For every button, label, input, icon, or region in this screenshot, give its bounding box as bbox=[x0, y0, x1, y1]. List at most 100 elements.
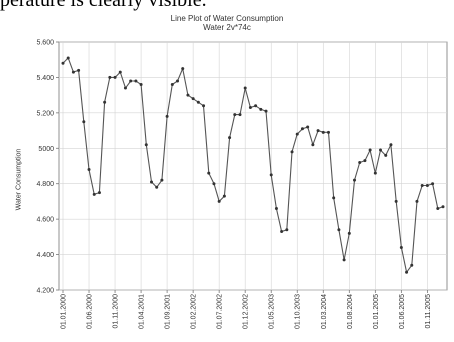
x-tick-label: 01.09.2001 bbox=[165, 294, 172, 329]
data-point bbox=[202, 104, 206, 108]
data-point bbox=[332, 196, 336, 200]
data-point bbox=[353, 178, 357, 182]
y-tick-label: 5.600 bbox=[36, 40, 54, 47]
y-tick-label: 4.600 bbox=[36, 217, 54, 224]
plot-area bbox=[58, 41, 448, 291]
data-point bbox=[82, 120, 86, 124]
data-point bbox=[233, 113, 237, 117]
x-tick-label: 01.06.2005 bbox=[399, 294, 406, 329]
document-text-fragment: perature is clearly visible. bbox=[0, 0, 207, 11]
data-point bbox=[186, 93, 190, 97]
data-point bbox=[160, 178, 164, 182]
data-point bbox=[405, 270, 409, 274]
data-point bbox=[222, 194, 226, 198]
x-tick-label: 01.01.2005 bbox=[373, 294, 380, 329]
data-point bbox=[326, 130, 330, 134]
y-tick-label: 5.400 bbox=[36, 75, 54, 82]
y-tick-label: 4.200 bbox=[36, 288, 54, 295]
data-point bbox=[274, 207, 278, 211]
data-point bbox=[61, 61, 65, 65]
data-point bbox=[368, 148, 372, 152]
data-point bbox=[92, 192, 96, 196]
data-point bbox=[66, 56, 70, 60]
data-point bbox=[394, 199, 398, 203]
y-tick-label: 5.200 bbox=[36, 110, 54, 117]
data-point bbox=[269, 173, 273, 177]
data-point bbox=[399, 245, 403, 249]
x-tick-label: 01.11.2005 bbox=[425, 294, 432, 329]
data-point bbox=[113, 75, 117, 79]
x-tick-label: 01.02.2002 bbox=[191, 294, 198, 329]
x-tick-label: 01.10.2003 bbox=[295, 294, 302, 329]
data-point bbox=[176, 79, 180, 83]
data-point bbox=[300, 127, 304, 131]
chart-title: Line Plot of Water Consumption bbox=[170, 14, 284, 23]
data-point bbox=[139, 83, 143, 87]
data-point bbox=[379, 148, 383, 152]
data-point bbox=[384, 153, 388, 157]
data-point bbox=[228, 136, 232, 140]
data-point bbox=[170, 83, 174, 87]
chart-subtitle: Water 2v*74c bbox=[203, 23, 251, 32]
data-point bbox=[196, 100, 200, 104]
x-tick-label: 01.12.2002 bbox=[243, 294, 250, 329]
x-tick-label: 01.01.2000 bbox=[61, 294, 68, 329]
data-point bbox=[264, 109, 268, 113]
data-point bbox=[436, 207, 440, 211]
data-point bbox=[280, 230, 284, 234]
x-tick-label: 01.03.2004 bbox=[321, 294, 328, 329]
y-tick-label: 4.800 bbox=[36, 181, 54, 188]
data-point bbox=[165, 114, 169, 118]
data-point bbox=[118, 70, 122, 74]
data-point bbox=[144, 143, 148, 147]
data-point bbox=[316, 129, 320, 133]
data-point bbox=[420, 183, 424, 187]
x-tick-label: 01.11.2000 bbox=[113, 294, 120, 329]
data-point bbox=[363, 159, 367, 163]
x-tick-label: 01.04.2001 bbox=[139, 294, 146, 329]
data-point bbox=[306, 125, 310, 129]
data-point bbox=[238, 113, 242, 117]
data-point bbox=[254, 104, 258, 108]
data-point bbox=[285, 228, 289, 232]
data-point bbox=[181, 67, 185, 71]
data-point bbox=[97, 191, 101, 195]
data-point bbox=[212, 182, 216, 186]
y-tick-label: 5000 bbox=[38, 146, 54, 153]
data-point bbox=[71, 70, 75, 74]
data-point bbox=[123, 86, 127, 90]
data-point bbox=[358, 160, 362, 164]
data-point bbox=[77, 68, 81, 72]
x-tick-label: 01.08.2004 bbox=[347, 294, 354, 329]
y-tick-label: 4.400 bbox=[36, 252, 54, 259]
data-point bbox=[134, 79, 138, 83]
data-point bbox=[290, 150, 294, 154]
data-point bbox=[441, 205, 445, 209]
data-point bbox=[337, 228, 341, 232]
x-tick-label: 01.05.2003 bbox=[269, 294, 276, 329]
data-point bbox=[217, 199, 221, 203]
data-point bbox=[321, 130, 325, 134]
data-point bbox=[347, 231, 351, 235]
data-point bbox=[373, 171, 377, 175]
data-point bbox=[415, 199, 419, 203]
data-point bbox=[431, 182, 435, 186]
x-tick-label: 01.07.2002 bbox=[217, 294, 224, 329]
data-point bbox=[129, 79, 133, 83]
data-point bbox=[248, 106, 252, 110]
data-point bbox=[295, 132, 299, 136]
data-point bbox=[191, 97, 195, 101]
data-point bbox=[103, 100, 107, 104]
x-tick-label: 01.06.2000 bbox=[87, 294, 94, 329]
data-point bbox=[149, 180, 153, 184]
data-point bbox=[87, 168, 91, 172]
data-point bbox=[259, 107, 263, 111]
data-point bbox=[155, 185, 159, 189]
data-point bbox=[410, 263, 414, 267]
data-point bbox=[207, 171, 211, 175]
data-point bbox=[108, 75, 112, 79]
data-point bbox=[243, 86, 247, 90]
data-point bbox=[389, 143, 393, 147]
data-point bbox=[425, 183, 429, 187]
